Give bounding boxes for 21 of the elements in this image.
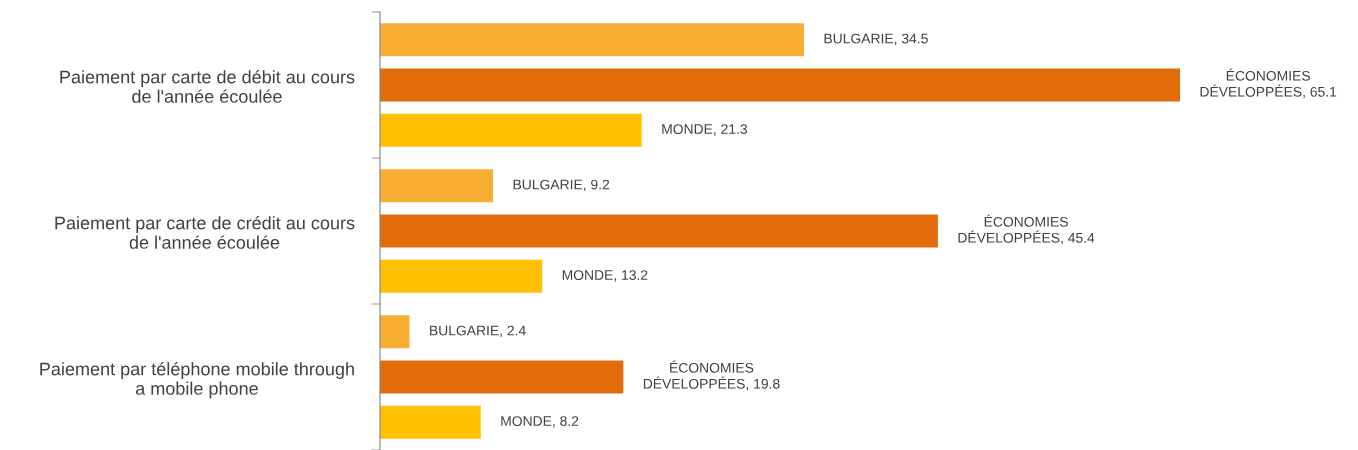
y-tick-label: Paiement par téléphone mobile through a mobile phone — [40, 361, 354, 399]
bar — [380, 169, 494, 203]
bar — [380, 113, 642, 147]
bar — [380, 259, 543, 293]
data-label: ÉCONOMIES DÉVELOPPÉES, 45.4 — [958, 214, 1095, 245]
y-tick-label: Paiement par carte de débit au cours de l'année écoulée — [60, 69, 355, 103]
data-label: BULGARIE, 9.2 — [513, 179, 610, 192]
data-label: MONDE, 13.2 — [562, 270, 648, 282]
bar — [380, 68, 1180, 102]
data-label: MONDE, 21.3 — [662, 124, 748, 136]
data-label: BULGARIE, 34.5 — [824, 33, 928, 46]
y-tick-label: Paiement par carte de crédit au cours de l'année écoulée — [55, 215, 355, 249]
bar — [380, 23, 804, 57]
data-label: BULGARIE, 2.4 — [430, 325, 526, 338]
data-label: ÉCONOMIES DÉVELOPPÉES, 19.8 — [643, 360, 780, 391]
bar — [380, 405, 481, 439]
data-label: MONDE, 8.2 — [501, 416, 579, 428]
bar — [380, 214, 938, 248]
data-label: ÉCONOMIES DÉVELOPPÉES, 65.1 — [1200, 68, 1337, 99]
bar — [380, 360, 624, 394]
bar — [380, 315, 410, 349]
